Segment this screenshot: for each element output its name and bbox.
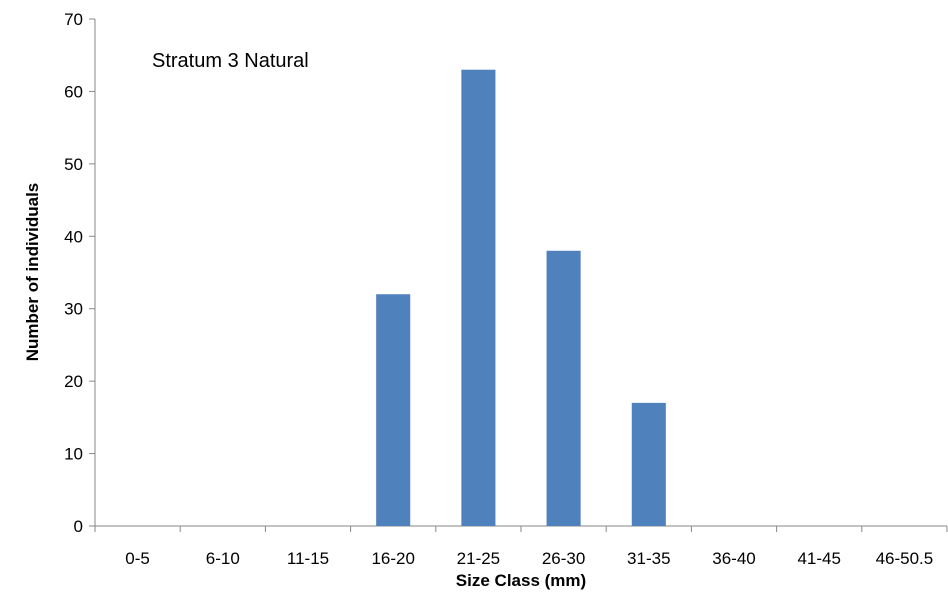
x-tick-label: 26-30 xyxy=(542,549,585,568)
bar-31-35 xyxy=(631,402,666,526)
chart-annotation: Stratum 3 Natural xyxy=(152,50,309,72)
bar-21-25 xyxy=(461,69,496,526)
x-tick-label: 6-10 xyxy=(206,549,240,568)
x-tick-label: 46-50.5 xyxy=(876,549,934,568)
x-tick-label: 36-40 xyxy=(712,549,755,568)
x-tick-label: 41-45 xyxy=(797,549,840,568)
y-tick-label: 40 xyxy=(64,227,83,246)
y-tick-label: 10 xyxy=(64,445,83,464)
x-tick-label: 0-5 xyxy=(125,549,150,568)
y-tick-label: 20 xyxy=(64,372,83,391)
y-tick-label: 50 xyxy=(64,155,83,174)
x-axis-ticks: 0-5 6-10 11-15 16-20 21-25 26-30 31-35 36-40 41-… xyxy=(94,526,948,568)
y-tick-label: 30 xyxy=(64,300,83,319)
x-tick-label: 21-25 xyxy=(457,549,500,568)
y-axis-title: Number of individuals xyxy=(23,183,42,362)
bar-16-20 xyxy=(376,294,411,526)
y-axis-ticks: 0 10 20 30 40 50 60 70 xyxy=(64,10,95,536)
x-axis-title: Size Class (mm) xyxy=(456,571,586,590)
bars xyxy=(376,69,666,526)
x-tick-label: 16-20 xyxy=(371,549,414,568)
x-tick-label: 11-15 xyxy=(287,549,329,568)
bar-26-30 xyxy=(546,250,581,526)
y-tick-label: 60 xyxy=(64,82,83,101)
y-tick-label: 0 xyxy=(74,517,83,536)
x-tick-label: 31-35 xyxy=(627,549,670,568)
y-tick-label: 70 xyxy=(64,10,83,29)
